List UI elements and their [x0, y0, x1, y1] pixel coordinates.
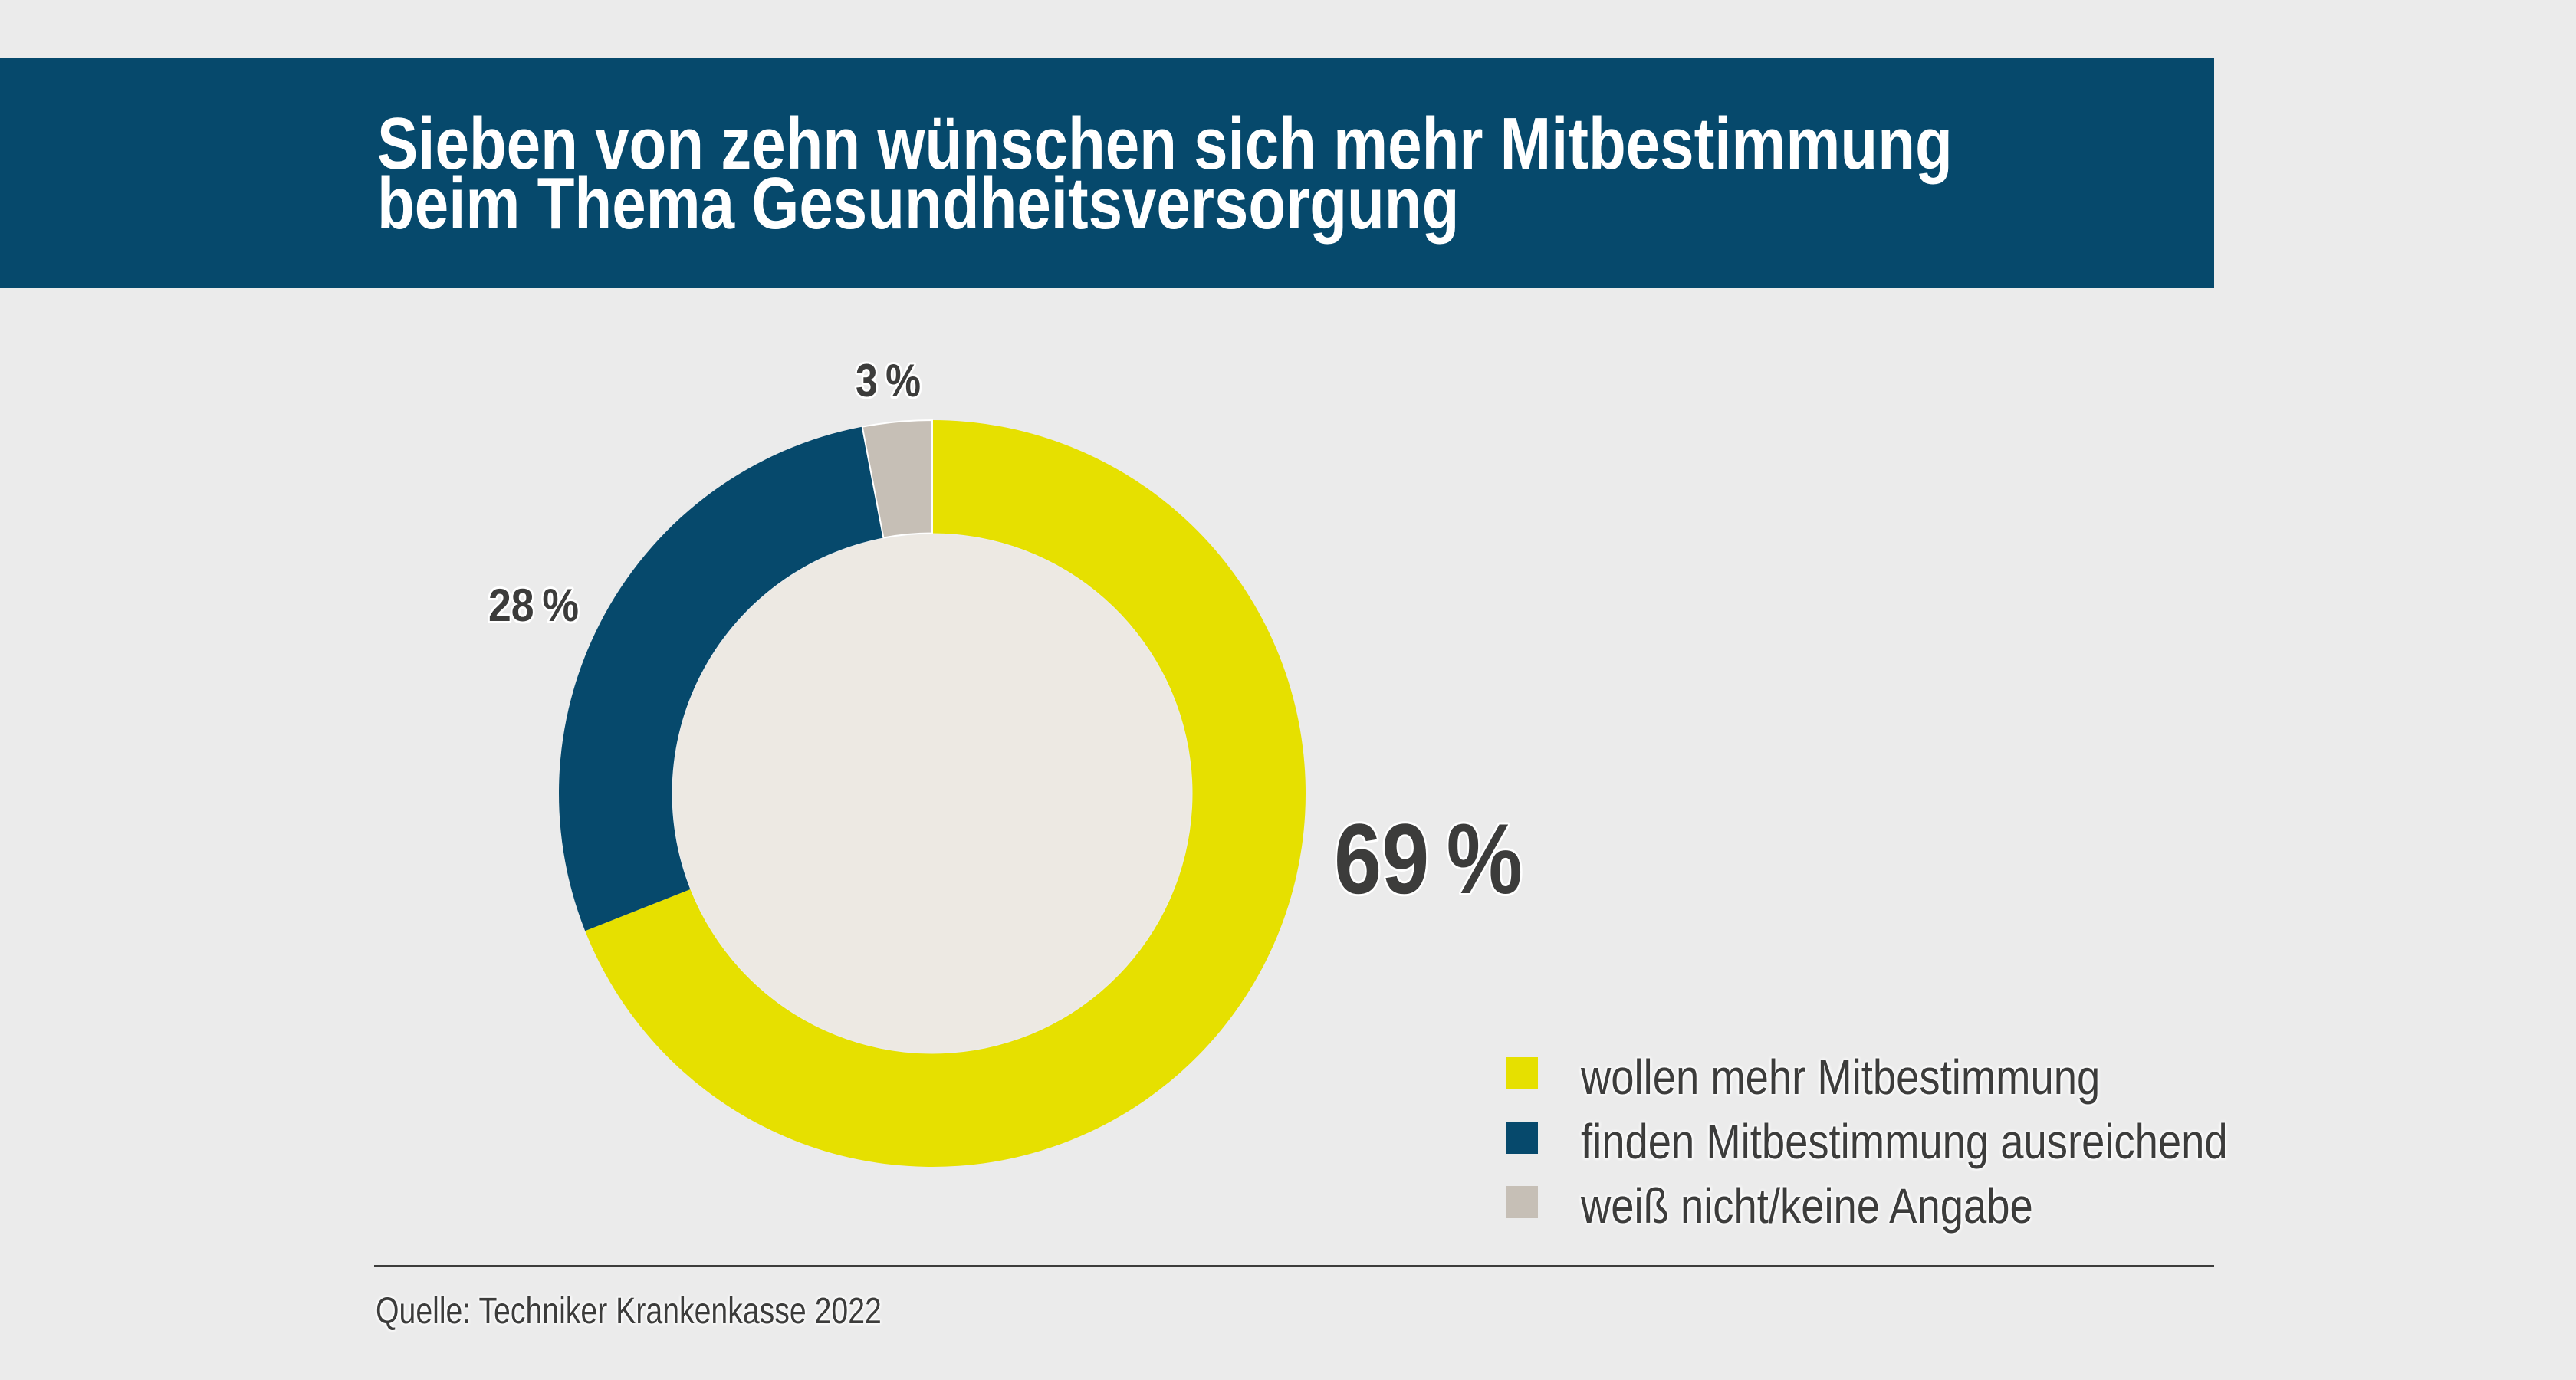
- svg-text:28 %: 28 %: [488, 580, 579, 631]
- svg-text:69 %: 69 %: [1334, 803, 1523, 915]
- svg-text:3 %: 3 %: [856, 355, 921, 406]
